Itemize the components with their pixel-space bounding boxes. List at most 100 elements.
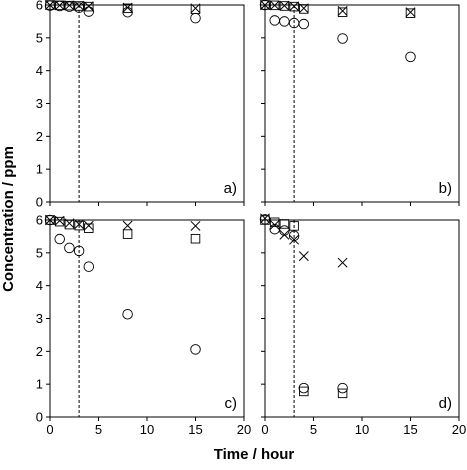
y-tick-label: 4: [36, 63, 43, 78]
y-axis-title: Concentration / ppm: [0, 146, 17, 292]
point-circle: [279, 225, 290, 236]
point-circle: [298, 18, 310, 30]
x-tick-label: 15: [403, 422, 417, 437]
point-square: [337, 388, 348, 399]
point-cross: [289, 1, 300, 12]
x-tick-label: 10: [355, 422, 369, 437]
point-circle: [288, 230, 300, 242]
point-square: [74, 220, 84, 231]
x-tick-label: 0: [46, 422, 53, 437]
point-square: [84, 1, 94, 12]
point-cross: [54, 0, 65, 11]
point-cross: [269, 0, 280, 11]
y-tick-label: 4: [36, 278, 43, 293]
point-square: [122, 229, 133, 239]
point-cross: [64, 218, 75, 229]
y-tick-label: 5: [36, 245, 43, 260]
point-square: [337, 7, 348, 17]
point-cross: [45, 215, 55, 225]
point-square: [260, 215, 270, 225]
point-circle: [269, 223, 280, 235]
point-cross: [298, 251, 309, 262]
point-circle: [122, 308, 133, 320]
x-tick-label: 20: [237, 422, 251, 437]
point-circle: [279, 16, 290, 27]
y-tick-label: 1: [36, 162, 43, 177]
point-square: [74, 1, 84, 11]
point-square: [269, 0, 280, 11]
panel-1: 0 1 2 3 4 5 6 a): [36, 0, 245, 210]
point-circle: [44, 214, 56, 226]
point-cross: [289, 234, 300, 245]
panel-3: 0 5 10 15 20 0 1 2 3 4 5 6 c): [36, 213, 251, 438]
point-circle: [54, 233, 65, 245]
point-circle: [64, 242, 75, 254]
point-square: [64, 0, 75, 11]
x-tick-label: 15: [188, 422, 202, 437]
panel-label: b): [439, 180, 452, 197]
y-tick-label: 5: [36, 30, 43, 45]
point-circle: [83, 6, 95, 17]
point-cross: [83, 220, 94, 231]
point-square: [260, 0, 270, 10]
y-tick-label: 2: [36, 344, 43, 359]
point-circle: [405, 51, 416, 63]
y-tick-label: 2: [36, 129, 43, 144]
point-cross: [260, 0, 270, 10]
point-square: [54, 0, 65, 11]
point-square: [279, 219, 290, 229]
point-cross: [74, 0, 85, 11]
point-cross: [279, 0, 290, 11]
point-square: [64, 219, 75, 230]
point-square: [289, 1, 299, 12]
y-tick-label: 0: [36, 195, 43, 210]
point-circle: [298, 382, 310, 394]
point-square: [299, 4, 309, 14]
point-cross: [269, 219, 280, 230]
panel-label: d): [439, 395, 452, 412]
x-tick-label: 5: [310, 422, 317, 437]
x-tick-label: 5: [95, 422, 102, 437]
panel-label: a): [224, 180, 237, 197]
point-circle: [73, 245, 85, 257]
point-square: [122, 3, 133, 14]
point-cross: [298, 3, 309, 14]
point-cross: [260, 213, 270, 224]
panel-2: b): [259, 0, 460, 206]
point-circle: [269, 15, 280, 26]
point-cross: [83, 1, 94, 12]
point-square: [54, 216, 65, 227]
y-tick-label: 6: [36, 213, 43, 228]
point-circle: [83, 261, 95, 272]
x-tick-label: 0: [261, 422, 268, 437]
point-square: [84, 223, 94, 233]
point-circle: [259, 0, 271, 11]
point-cross: [337, 257, 348, 268]
point-cross: [337, 5, 348, 16]
point-cross: [279, 229, 290, 240]
panel-4: 0 5 10 15 20d): [259, 213, 466, 437]
point-cross: [122, 220, 133, 231]
point-cross: [45, 0, 55, 10]
point-circle: [337, 33, 348, 44]
point-cross: [405, 7, 416, 18]
y-tick-label: 0: [36, 410, 43, 425]
point-cross: [54, 215, 65, 226]
point-square: [269, 217, 280, 228]
y-tick-label: 3: [36, 96, 43, 111]
x-tick-label: 10: [140, 422, 154, 437]
y-tick-label: 6: [36, 0, 43, 13]
point-cross: [122, 2, 133, 13]
point-cross: [74, 219, 85, 230]
point-square: [45, 0, 55, 10]
point-cross: [190, 220, 201, 231]
x-axis-title: Time / hour: [214, 446, 295, 463]
point-square: [405, 8, 416, 18]
point-circle: [190, 344, 201, 355]
point-square: [45, 215, 55, 225]
point-square: [190, 233, 201, 244]
panel-label: c): [225, 395, 238, 412]
point-square: [279, 1, 290, 11]
y-tick-label: 1: [36, 377, 43, 392]
